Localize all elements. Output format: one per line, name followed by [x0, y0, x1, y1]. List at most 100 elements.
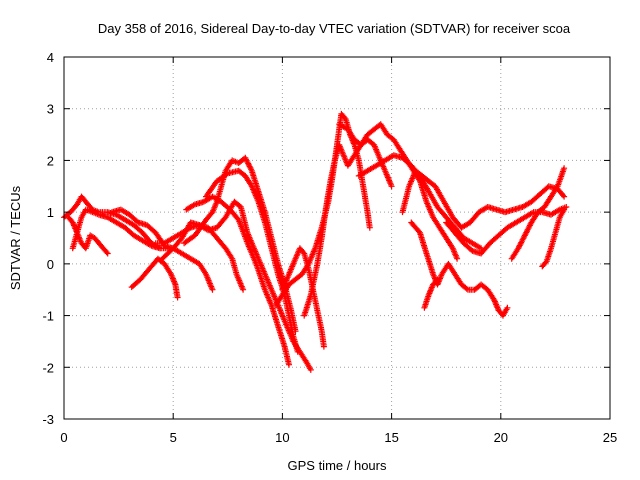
- data-point-segment: [460, 235, 474, 246]
- data-point-segment: [286, 257, 298, 278]
- x-tick-label: 10: [275, 430, 289, 445]
- y-axis-label: SDTVAR / TECUs: [8, 185, 23, 290]
- data-point-segment: [548, 184, 560, 200]
- data-point-segment: [286, 312, 296, 338]
- x-tick-label: 5: [170, 430, 177, 445]
- data-point-segment: [539, 259, 549, 270]
- data-point-segment: [478, 241, 492, 257]
- data-point-segment: [360, 183, 371, 214]
- data-point-segment: [552, 216, 563, 236]
- data-point-segment: [364, 127, 376, 138]
- data-point-segment: [458, 281, 470, 292]
- data-point-segment: [548, 231, 558, 252]
- data-point-segment: [126, 211, 140, 225]
- data-point-segment: [504, 220, 518, 231]
- data-point-segment: [181, 233, 197, 247]
- data-point-segment: [253, 260, 268, 292]
- data-point-segment: [528, 192, 542, 205]
- data-point-segment: [104, 214, 118, 225]
- data-point-segment: [314, 307, 325, 333]
- plot-frame: [63, 56, 611, 420]
- data-point-segment: [338, 110, 348, 121]
- data-point-segment: [500, 304, 511, 319]
- data-point-segment: [384, 131, 396, 142]
- data-point-segment: [213, 215, 228, 231]
- data-point-segment: [373, 158, 387, 169]
- data-point-segment: [314, 236, 325, 267]
- series-arc-14: [336, 121, 461, 262]
- data-point-segment: [130, 232, 145, 243]
- series-arc-3: [69, 206, 164, 252]
- x-tick-label: 25: [603, 430, 617, 445]
- data-point-segment: [451, 229, 466, 245]
- data-point-segment: [384, 172, 395, 190]
- data-point-segment: [458, 220, 472, 231]
- data-point-segment: [257, 260, 270, 281]
- data-point-segment: [336, 141, 346, 157]
- data-point-segment: [192, 218, 208, 239]
- data-point-segment: [519, 199, 533, 210]
- data-point-segment: [231, 198, 243, 209]
- data-point-segment: [364, 209, 373, 231]
- data-point-segment: [100, 245, 111, 257]
- data-point-segment: [299, 262, 311, 278]
- data-point-segment: [242, 154, 255, 173]
- data-point-segment: [399, 154, 413, 168]
- data-point-segment: [296, 245, 307, 256]
- data-point-segment: [82, 198, 95, 212]
- data-point-segment: [213, 171, 230, 185]
- data-point-segment: [203, 210, 215, 223]
- data-point-segment: [521, 220, 534, 239]
- data-point-segment: [78, 208, 88, 221]
- data-point-segment: [203, 271, 216, 293]
- y-tick-label: -3: [42, 412, 54, 427]
- data-point-segment: [399, 185, 412, 216]
- data-point-segment: [209, 193, 223, 204]
- data-point-segment: [290, 333, 301, 355]
- data-point-segment: [423, 250, 436, 276]
- data-point-segment: [95, 240, 106, 251]
- data-point-segment: [364, 136, 376, 147]
- data-point-segment: [344, 153, 357, 169]
- data-point-segment: [301, 293, 314, 319]
- data-point-segment: [460, 240, 475, 253]
- data-point-segment: [419, 172, 431, 184]
- data-point-segment: [91, 235, 101, 245]
- chart-title: Day 358 of 2016, Sidereal Day-to-day VTE…: [98, 21, 571, 36]
- data-point-segment: [255, 198, 268, 224]
- data-point-segment: [261, 219, 274, 250]
- data-point-segment: [178, 250, 193, 261]
- data-point-segment: [113, 219, 127, 230]
- data-point-segment: [434, 204, 449, 219]
- data-point-segment: [355, 168, 370, 179]
- data-point-segment: [218, 198, 232, 212]
- data-point-segment: [154, 255, 167, 266]
- data-point-segment: [495, 225, 510, 239]
- data-point-segment: [528, 210, 540, 226]
- data-point-segment: [436, 224, 449, 240]
- data-point-segment: [268, 245, 281, 276]
- data-point-segment: [272, 293, 285, 309]
- data-point-segment: [467, 210, 481, 226]
- data-point-segment: [358, 133, 370, 148]
- series-arc-13: [301, 136, 395, 319]
- data-point-segment: [548, 207, 562, 218]
- data-point-segment: [275, 322, 288, 348]
- data-point-segment: [203, 179, 219, 200]
- x-tick-label: 20: [494, 430, 508, 445]
- data-point-segment: [67, 202, 79, 216]
- data-point-segment: [371, 141, 383, 162]
- data-point-segment: [172, 281, 181, 301]
- data-point-segment: [508, 246, 521, 262]
- data-point-segment: [430, 214, 442, 230]
- data-point-segment: [178, 221, 193, 241]
- data-point-segment: [251, 245, 263, 266]
- data-point-segment: [521, 210, 536, 221]
- data-point-segment: [161, 260, 174, 276]
- data-point-segment: [277, 307, 290, 328]
- data-point-segment: [432, 183, 447, 204]
- data-point-segment: [268, 302, 281, 328]
- data-point-segment: [318, 328, 327, 350]
- data-point-segment: [534, 205, 547, 216]
- data-point-segment: [537, 184, 551, 197]
